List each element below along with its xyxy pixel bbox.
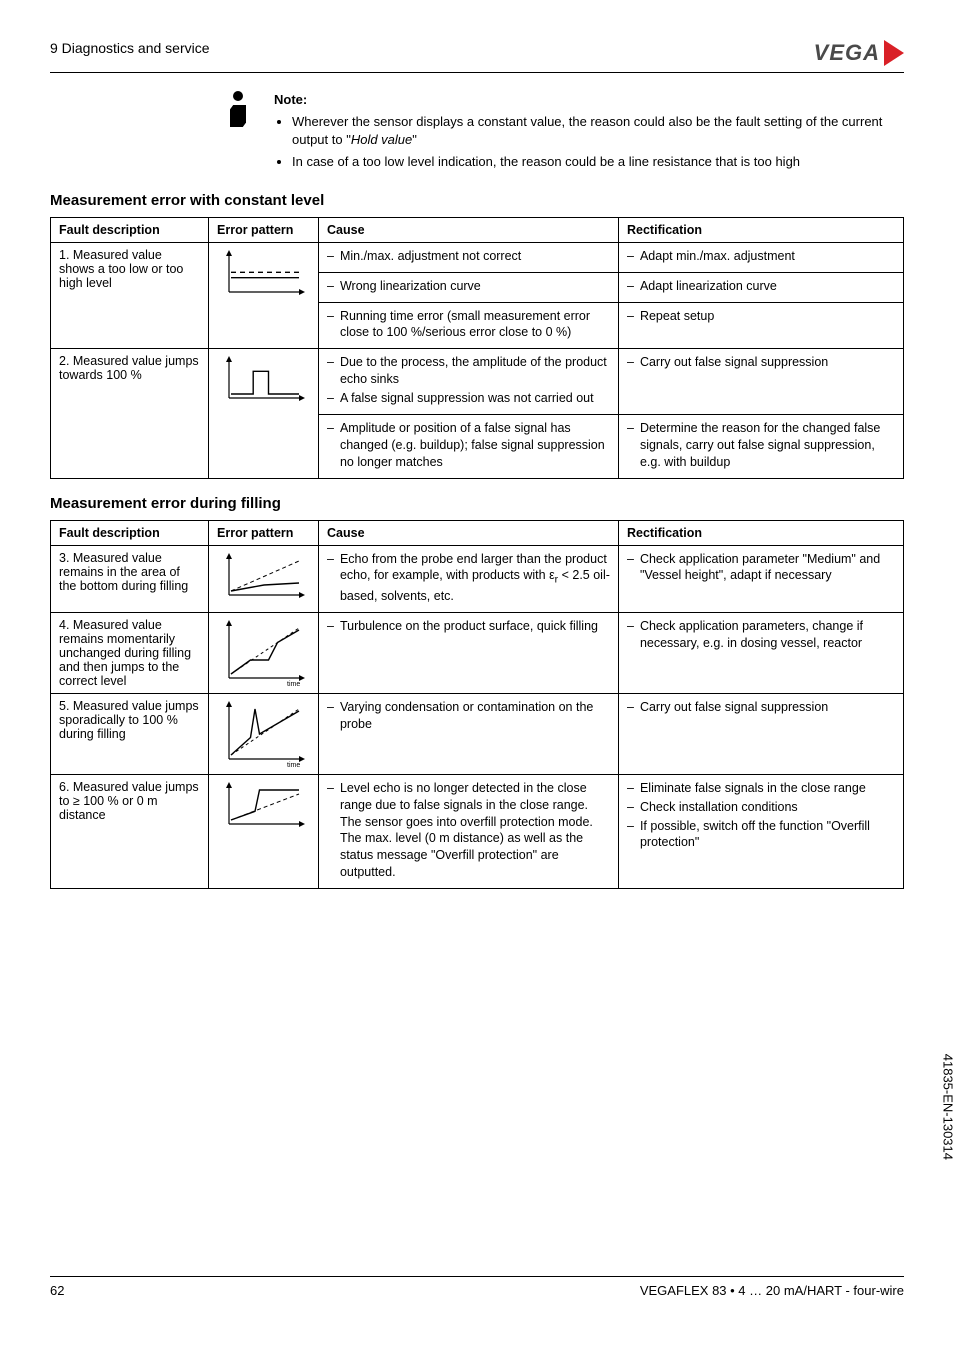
list-item: Check application parameter "Medium" and…: [627, 551, 895, 585]
list-item: Carry out false signal suppression: [627, 354, 895, 371]
rectification-cell: Carry out false signal suppression: [619, 693, 904, 774]
list-item: Varying condensation or contamination on…: [327, 699, 610, 733]
cause-cell: Amplitude or position of a false signal …: [319, 414, 619, 478]
list-item: Turbulence on the product surface, quick…: [327, 618, 610, 635]
svg-text:Level: Level: [219, 700, 221, 717]
rectification-cell: Carry out false signal suppression: [619, 349, 904, 415]
document-code: 41835-EN-130314: [940, 1054, 954, 1160]
fault-description: 1. Measured value shows a too low or too…: [51, 242, 209, 349]
fault-description: 6. Measured value jumps to ≥ 100 % or 0 …: [51, 774, 209, 888]
faults-table-b: Fault description Error pattern Cause Re…: [50, 520, 904, 890]
list-item: If possible, switch off the function "Ov…: [627, 818, 895, 852]
section-number: 9 Diagnostics and service: [50, 40, 210, 56]
list-item: Level echo is no longer detected in the …: [327, 780, 610, 881]
vega-logo: VEGA: [814, 40, 904, 66]
rectification-cell: Adapt min./max. adjustment: [619, 242, 904, 272]
cause-cell: Wrong linearization curve: [319, 272, 619, 302]
note-item: In case of a too low level indication, t…: [292, 153, 904, 171]
list-item: Echo from the probe end larger than the …: [327, 551, 610, 605]
list-item: Carry out false signal suppression: [627, 699, 895, 716]
info-icon: [230, 91, 260, 174]
col-header: Fault description: [51, 520, 209, 545]
col-header: Error pattern: [209, 217, 319, 242]
svg-text:time: time: [287, 762, 300, 769]
svg-text:time: time: [287, 681, 300, 688]
cause-cell: Due to the process, the amplitude of the…: [319, 349, 619, 415]
list-item: Determine the reason for the changed fal…: [627, 420, 895, 471]
col-header: Rectification: [619, 217, 904, 242]
page-footer: 62 VEGAFLEX 83 • 4 … 20 mA/HART - four-w…: [50, 1276, 904, 1298]
logo-text: VEGA: [814, 40, 880, 66]
list-item: Eliminate false signals in the close ran…: [627, 780, 895, 797]
list-item: Min./max. adjustment not correct: [327, 248, 610, 265]
note-items: Wherever the sensor displays a constant …: [274, 113, 904, 171]
col-header: Fault description: [51, 217, 209, 242]
list-item: Due to the process, the amplitude of the…: [327, 354, 610, 388]
cause-cell: Turbulence on the product surface, quick…: [319, 612, 619, 693]
cause-cell: Level echo is no longer detected in the …: [319, 774, 619, 888]
list-item: Running time error (small measurement er…: [327, 308, 610, 342]
fault-description: 3. Measured value remains in the area of…: [51, 545, 209, 612]
list-item: Adapt min./max. adjustment: [627, 248, 895, 265]
list-item: Repeat setup: [627, 308, 895, 325]
fault-description: 4. Measured value remains momentarily un…: [51, 612, 209, 693]
list-item: Adapt linearization curve: [627, 278, 895, 295]
cause-cell: Min./max. adjustment not correct: [319, 242, 619, 272]
list-item: Amplitude or position of a false signal …: [327, 420, 610, 471]
logo-triangle-icon: [884, 40, 904, 66]
error-pattern-icon: [209, 242, 319, 349]
section-title-b: Measurement error during filling: [50, 495, 904, 512]
rectification-cell: Determine the reason for the changed fal…: [619, 414, 904, 478]
page-header: 9 Diagnostics and service VEGA: [50, 40, 904, 73]
error-pattern-icon: Level time: [209, 612, 319, 693]
list-item: A false signal suppression was not carri…: [327, 390, 610, 407]
rectification-cell: Eliminate false signals in the close ran…: [619, 774, 904, 888]
page-number: 62: [50, 1283, 64, 1298]
error-pattern-icon: [209, 774, 319, 888]
note-block: Note: Wherever the sensor displays a con…: [230, 91, 904, 174]
error-pattern-icon: [209, 545, 319, 612]
note-title: Note:: [274, 91, 904, 109]
rectification-cell: Adapt linearization curve: [619, 272, 904, 302]
section-title-a: Measurement error with constant level: [50, 192, 904, 209]
col-header: Rectification: [619, 520, 904, 545]
rectification-cell: Check application parameters, change if …: [619, 612, 904, 693]
fault-description: 2. Measured value jumps towards 100 %: [51, 349, 209, 478]
rectification-cell: Repeat setup: [619, 302, 904, 349]
cause-cell: Varying condensation or contamination on…: [319, 693, 619, 774]
footer-title: VEGAFLEX 83 • 4 … 20 mA/HART - four-wire: [640, 1283, 904, 1298]
col-header: Error pattern: [209, 520, 319, 545]
col-header: Cause: [319, 217, 619, 242]
list-item: Check installation conditions: [627, 799, 895, 816]
svg-text:Level: Level: [219, 619, 221, 636]
faults-table-a: Fault description Error pattern Cause Re…: [50, 217, 904, 479]
list-item: Wrong linearization curve: [327, 278, 610, 295]
error-pattern-icon: [209, 349, 319, 478]
list-item: Check application parameters, change if …: [627, 618, 895, 652]
error-pattern-icon: Level time: [209, 693, 319, 774]
col-header: Cause: [319, 520, 619, 545]
rectification-cell: Check application parameter "Medium" and…: [619, 545, 904, 612]
fault-description: 5. Measured value jumps sporadically to …: [51, 693, 209, 774]
note-item: Wherever the sensor displays a constant …: [292, 113, 904, 149]
cause-cell: Echo from the probe end larger than the …: [319, 545, 619, 612]
cause-cell: Running time error (small measurement er…: [319, 302, 619, 349]
